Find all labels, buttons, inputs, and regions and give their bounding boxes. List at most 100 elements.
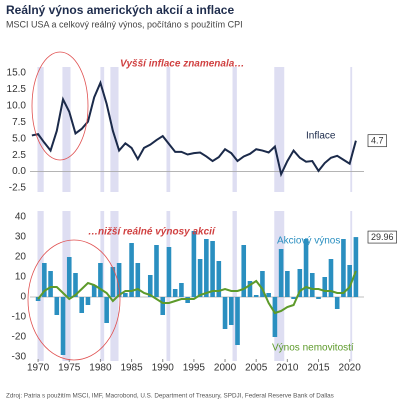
- bar: [297, 269, 303, 297]
- x-tick-label: 2005: [245, 363, 268, 374]
- bar: [147, 275, 153, 297]
- bar: [222, 297, 228, 329]
- bar: [272, 297, 278, 337]
- recession-band: [350, 67, 353, 192]
- bar: [247, 281, 253, 297]
- x-tick-label: 1970: [27, 363, 50, 374]
- bar: [98, 263, 103, 297]
- x-tick-label: 2000: [214, 363, 237, 374]
- recession-band: [62, 67, 71, 192]
- bar: [42, 263, 47, 297]
- x-tick-label: 2015: [307, 363, 330, 374]
- bar: [241, 245, 247, 297]
- x-tick-label: 1975: [58, 363, 81, 374]
- y-tick-label: 30: [15, 232, 27, 243]
- bar: [334, 297, 340, 309]
- bar: [228, 297, 234, 325]
- bar: [309, 273, 315, 297]
- y-tick-label: 7.5: [12, 117, 26, 128]
- bar: [66, 257, 72, 297]
- bar: [179, 283, 184, 297]
- x-tick-label: 1980: [89, 363, 112, 374]
- recession-band: [232, 211, 237, 361]
- bar: [135, 263, 141, 297]
- bar: [123, 293, 128, 297]
- y-tick-label: 10: [15, 272, 27, 283]
- bar: [291, 297, 296, 299]
- bar: [353, 237, 359, 297]
- series-label: Výnos nemovitostí: [272, 343, 354, 354]
- bar: [347, 265, 352, 297]
- end-label: 29.96: [371, 232, 394, 242]
- series-label: Akciový výnos: [277, 236, 340, 247]
- bar: [172, 289, 178, 297]
- x-tick-label: 1990: [152, 363, 175, 374]
- bar: [197, 259, 203, 297]
- bar: [60, 297, 66, 355]
- bar: [316, 297, 321, 299]
- y-tick-label: 15.0: [7, 68, 27, 79]
- recession-band: [37, 67, 44, 192]
- bar: [104, 297, 109, 323]
- recession-band: [62, 211, 71, 361]
- x-tick-label: 2020: [339, 363, 362, 374]
- y-tick-label: -30: [12, 352, 27, 363]
- bar: [303, 239, 309, 297]
- x-tick-label: 2010: [276, 363, 299, 374]
- y-tick-label: -20: [12, 332, 27, 343]
- bar: [160, 297, 166, 315]
- annotation: …nižší reálné výnosy akcií: [88, 227, 216, 238]
- y-tick-label: -10: [12, 312, 27, 323]
- bar: [85, 297, 91, 305]
- bar: [204, 239, 209, 297]
- bar: [285, 271, 290, 297]
- bar: [129, 243, 134, 297]
- y-tick-label: 5.0: [12, 133, 26, 144]
- bar: [79, 297, 85, 313]
- data-line: [31, 79, 357, 178]
- recession-band: [37, 211, 44, 361]
- y-tick-label: 12.5: [7, 84, 27, 95]
- bar: [328, 259, 334, 297]
- recession-band: [232, 67, 237, 192]
- bar: [235, 297, 240, 345]
- highlight-ellipse: [27, 239, 121, 361]
- y-tick-label: 0.0: [12, 166, 26, 177]
- bar: [154, 245, 159, 297]
- y-tick-label: -2.5: [9, 183, 27, 194]
- bar: [48, 271, 53, 297]
- y-tick-label: 20: [15, 252, 27, 263]
- end-label: 4.7: [371, 136, 384, 146]
- series-label: Inflace: [306, 131, 336, 142]
- bar: [210, 241, 215, 297]
- annotation: Vyšší inflace znamenala…: [120, 59, 244, 70]
- bar: [110, 267, 116, 297]
- y-tick-label: 40: [15, 212, 27, 223]
- chart-title: Reálný výnos amerických akcií a inflace: [6, 3, 234, 17]
- bar: [166, 247, 172, 297]
- bar: [278, 249, 284, 297]
- bar: [116, 263, 122, 297]
- recession-band: [274, 67, 285, 192]
- bar: [322, 277, 328, 297]
- end-label-box: [367, 230, 397, 244]
- highlight-ellipse: [31, 51, 89, 161]
- bar: [54, 297, 60, 315]
- recession-band: [110, 67, 119, 192]
- bar: [341, 239, 346, 297]
- x-tick-label: 1985: [120, 363, 143, 374]
- bar: [191, 231, 197, 297]
- bar: [260, 271, 265, 297]
- data-line: [37, 270, 357, 315]
- source-note: Zdroj: Patria s použitím MSCI, IMF, Macr…: [6, 393, 334, 400]
- end-label-box: [367, 134, 387, 148]
- bar: [266, 293, 271, 297]
- bar: [216, 261, 222, 297]
- x-tick-label: 1995: [183, 363, 206, 374]
- y-tick-label: 10.0: [7, 100, 27, 111]
- y-tick-label: 2.5: [12, 150, 26, 161]
- bar: [91, 285, 97, 297]
- recession-band: [100, 67, 105, 192]
- bar: [73, 273, 78, 297]
